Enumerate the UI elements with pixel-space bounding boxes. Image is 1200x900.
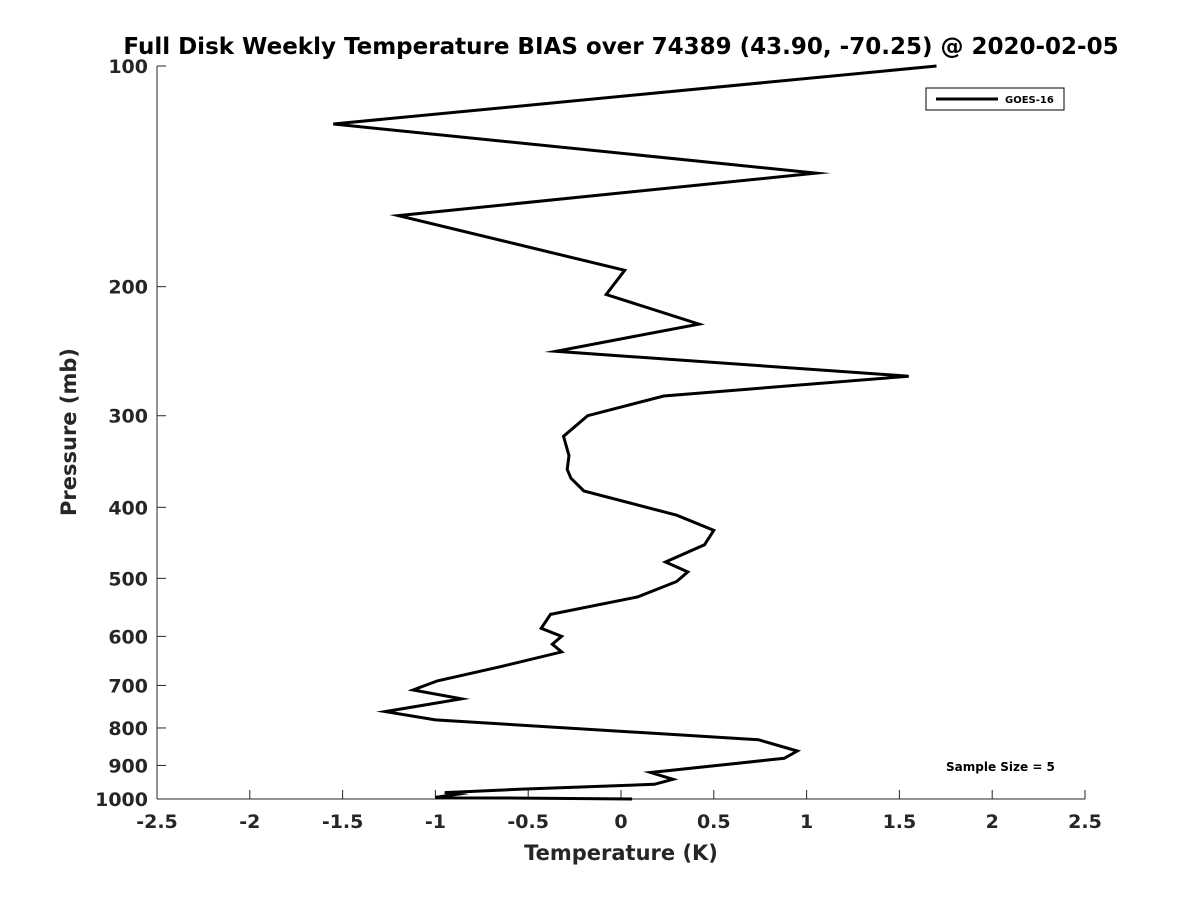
y-tick-label: 200 xyxy=(108,277,148,299)
y-tick-label: 300 xyxy=(108,406,148,428)
sample-size-annotation: Sample Size = 5 xyxy=(946,760,1055,774)
x-tick-label: -2 xyxy=(239,811,260,833)
series-line-goes-16 xyxy=(333,64,937,801)
x-tick-label: -0.5 xyxy=(507,811,549,833)
y-tick-label: 500 xyxy=(108,568,148,590)
y-tick-label: 400 xyxy=(108,497,148,519)
x-tick-label: -1.5 xyxy=(322,811,364,833)
x-axis-ticks: -2.5 -2 -1.5 -1 -0.5 0 0.5 1 1.5 2 2.5 xyxy=(136,790,1102,833)
x-tick-label: -2.5 xyxy=(136,811,178,833)
x-tick-label: 2 xyxy=(986,811,999,833)
legend: GOES-16 xyxy=(925,87,1065,111)
legend-label: GOES-16 xyxy=(1005,95,1054,106)
y-tick-label: 900 xyxy=(108,755,148,777)
x-tick-label: -1 xyxy=(425,811,446,833)
y-tick-label: 1000 xyxy=(95,789,148,811)
x-tick-label: 1.5 xyxy=(883,811,917,833)
y-tick-label: 100 xyxy=(108,56,148,78)
y-tick-label: 800 xyxy=(108,718,148,740)
y-axis-ticks: 100 200 300 400 500 600 700 800 900 1000 xyxy=(95,56,166,811)
x-tick-label: 0.5 xyxy=(697,811,731,833)
series-layer xyxy=(333,64,937,801)
y-tick-label: 600 xyxy=(108,626,148,648)
chart-title: Full Disk Weekly Temperature BIAS over 7… xyxy=(123,34,1118,60)
y-axis-label: Pressure (mb) xyxy=(57,348,81,516)
x-tick-label: 1 xyxy=(800,811,813,833)
x-axis-label: Temperature (K) xyxy=(524,841,718,865)
x-tick-label: 2.5 xyxy=(1068,811,1102,833)
y-tick-label: 700 xyxy=(108,675,148,697)
x-tick-label: 0 xyxy=(614,811,627,833)
